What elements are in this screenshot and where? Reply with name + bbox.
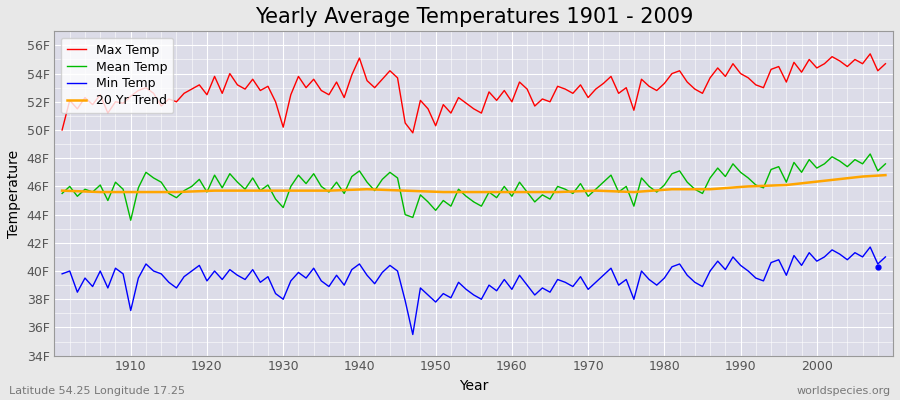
Mean Temp (865, 152, 876, 156)
20 Yr Trend (819, 178, 830, 183)
Mean Temp (338, 191, 349, 196)
Min Temp (331, 273, 342, 278)
Y-axis label: Temperature: Temperature (7, 149, 21, 238)
Line: 20 Yr Trend: 20 Yr Trend (62, 175, 886, 192)
Mean Temp (57, 191, 68, 196)
20 Yr Trend (400, 188, 410, 193)
Max Temp (118, 101, 129, 106)
Mean Temp (514, 180, 525, 184)
Line: Min Temp: Min Temp (62, 247, 886, 334)
20 Yr Trend (667, 187, 678, 192)
Max Temp (331, 80, 342, 84)
X-axis label: Year: Year (459, 379, 489, 393)
20 Yr Trend (362, 187, 373, 192)
Min Temp (865, 245, 876, 250)
20 Yr Trend (857, 174, 868, 179)
Min Temp (118, 272, 129, 276)
20 Yr Trend (57, 188, 68, 193)
Min Temp (606, 266, 616, 271)
Mean Temp (118, 187, 129, 192)
Title: Yearly Average Temperatures 1901 - 2009: Yearly Average Temperatures 1901 - 2009 (255, 7, 693, 27)
20 Yr Trend (323, 188, 334, 193)
Min Temp (507, 287, 517, 292)
Max Temp (514, 80, 525, 84)
20 Yr Trend (438, 190, 449, 194)
Min Temp (57, 272, 68, 276)
Max Temp (880, 61, 891, 66)
20 Yr Trend (553, 190, 563, 194)
20 Yr Trend (590, 188, 601, 193)
20 Yr Trend (742, 184, 753, 189)
Text: Latitude 54.25 Longitude 17.25: Latitude 54.25 Longitude 17.25 (9, 386, 185, 396)
Max Temp (285, 92, 296, 97)
20 Yr Trend (514, 190, 525, 194)
Mean Temp (507, 194, 517, 199)
Mean Temp (125, 218, 136, 223)
20 Yr Trend (171, 190, 182, 194)
20 Yr Trend (248, 188, 258, 193)
Mean Temp (293, 173, 304, 178)
20 Yr Trend (705, 187, 716, 192)
Min Temp (880, 254, 891, 259)
Line: Max Temp: Max Temp (62, 54, 886, 133)
Min Temp (408, 332, 418, 337)
20 Yr Trend (209, 188, 220, 193)
20 Yr Trend (628, 190, 639, 194)
Max Temp (507, 99, 517, 104)
Min Temp (285, 278, 296, 283)
20 Yr Trend (94, 190, 105, 194)
Legend: Max Temp, Mean Temp, Min Temp, 20 Yr Trend: Max Temp, Mean Temp, Min Temp, 20 Yr Tre… (60, 38, 174, 113)
20 Yr Trend (285, 188, 296, 193)
Text: worldspecies.org: worldspecies.org (796, 386, 891, 396)
Mean Temp (880, 162, 891, 166)
20 Yr Trend (133, 190, 144, 194)
Mean Temp (606, 173, 616, 178)
Max Temp (865, 52, 876, 56)
Min Temp (514, 273, 525, 278)
Max Temp (57, 128, 68, 132)
20 Yr Trend (476, 190, 487, 194)
20 Yr Trend (880, 173, 891, 178)
20 Yr Trend (781, 182, 792, 187)
Max Temp (408, 130, 418, 135)
Line: Mean Temp: Mean Temp (62, 154, 886, 220)
Max Temp (606, 74, 616, 79)
